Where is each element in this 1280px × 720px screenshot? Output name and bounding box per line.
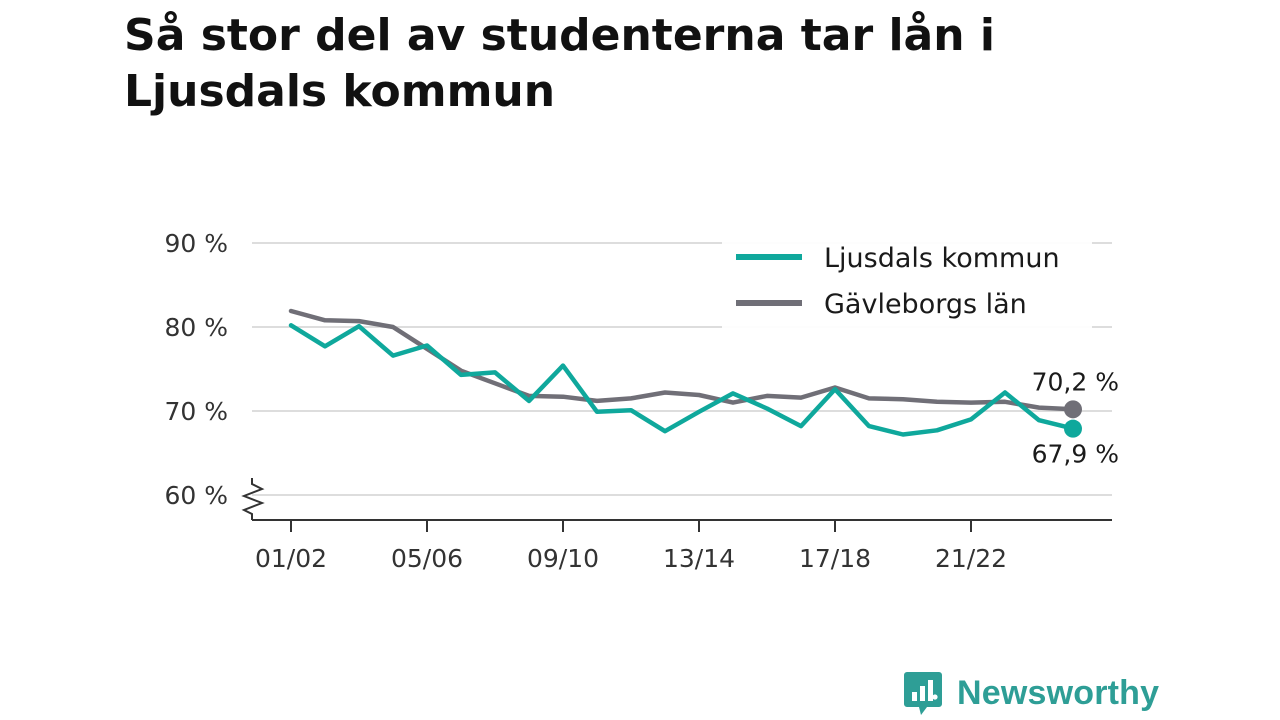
legend-label: Ljusdals kommun <box>824 243 1060 274</box>
x-tick-label: 01/02 <box>255 544 327 573</box>
x-tick-label: 09/10 <box>527 544 599 573</box>
legend-background <box>722 232 1092 328</box>
y-axis-ticks: 60 % 70 % 80 % 90 % <box>164 229 228 510</box>
x-tick-label: 21/22 <box>935 544 1007 573</box>
brand-name: Newsworthy <box>957 673 1160 712</box>
chart-title: Så stor del av studenterna tar lån i Lju… <box>124 10 995 117</box>
newsworthy-logo-icon <box>904 672 942 715</box>
x-tick-label: 13/14 <box>663 544 735 573</box>
legend: Ljusdals kommun Gävleborgs län <box>722 232 1092 328</box>
y-tick-label: 60 % <box>164 481 228 510</box>
x-axis-ticks: 01/02 05/06 09/10 13/14 17/18 21/22 <box>255 520 1007 573</box>
x-axis <box>241 478 1112 521</box>
end-markers: 67,9 % 70,2 % <box>1032 367 1119 468</box>
newsworthy-logo: Newsworthy <box>903 670 1159 716</box>
x-tick-label: 17/18 <box>799 544 871 573</box>
end-point-gävleborgs-län <box>1064 400 1082 419</box>
legend-label: Gävleborgs län <box>824 289 1027 320</box>
y-axis-break <box>241 478 265 520</box>
end-value-label: 70,2 % <box>1032 367 1119 396</box>
end-value-label: 67,9 % <box>1032 440 1119 469</box>
x-tick-label: 05/06 <box>391 544 463 573</box>
y-tick-label: 80 % <box>164 313 228 342</box>
y-tick-label: 90 % <box>164 229 228 258</box>
y-tick-label: 70 % <box>164 397 228 426</box>
end-point-ljusdals-kommun <box>1064 419 1082 438</box>
series-lines <box>288 308 1076 437</box>
series-line-ljusdals-kommun <box>288 323 1076 437</box>
